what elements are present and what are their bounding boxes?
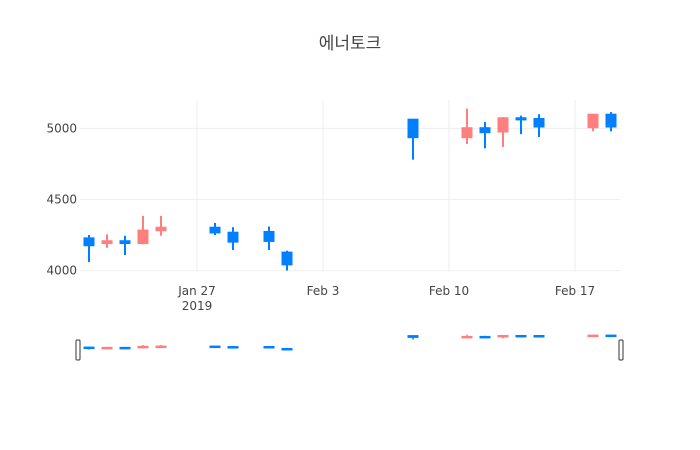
candle [101, 234, 113, 248]
candle-body [533, 335, 545, 338]
candle [605, 334, 617, 338]
x-tick-sublabel: 2019 [182, 299, 213, 313]
candle [209, 345, 221, 349]
candle [137, 344, 149, 349]
candle-body [281, 347, 293, 351]
candle-body [407, 335, 419, 338]
candle-body [479, 127, 491, 134]
candle-body [533, 117, 545, 128]
candle-body [119, 346, 131, 350]
candle [263, 226, 275, 250]
candle-body [83, 346, 95, 350]
main-plot-candles [83, 108, 617, 271]
rangeslider-left-handle[interactable] [75, 339, 81, 361]
candle-body [137, 229, 149, 245]
candle-body [137, 345, 149, 349]
candle-body [407, 118, 419, 139]
candle [227, 227, 239, 250]
candle-body [263, 230, 275, 242]
candle [119, 346, 131, 350]
main-plot-grid [80, 100, 620, 272]
rangeslider-candles [83, 334, 617, 351]
candle [497, 334, 509, 339]
candle-body [209, 345, 221, 349]
candle-body [83, 237, 95, 247]
candle-body [461, 127, 473, 139]
rangeslider[interactable] [75, 334, 624, 361]
candle [281, 347, 293, 351]
candle [119, 235, 131, 255]
candle [83, 235, 95, 263]
candle [461, 108, 473, 145]
candle-body [515, 117, 527, 121]
candle-body [227, 231, 239, 243]
candle [479, 122, 491, 149]
candle-body [119, 240, 131, 245]
candle-body [605, 334, 617, 338]
candle-body [155, 226, 167, 232]
candle [209, 222, 221, 236]
rangeslider-right-handle[interactable] [618, 339, 624, 361]
y-tick-label: 5000 [46, 121, 77, 135]
candle-body [227, 346, 239, 349]
candle [479, 335, 491, 339]
candle [515, 115, 527, 135]
candle-body [587, 334, 599, 338]
candle [101, 346, 113, 350]
candle-body [101, 240, 113, 245]
candle-body [461, 335, 473, 339]
candle-body [497, 334, 509, 338]
candle [605, 112, 617, 132]
candle [263, 345, 275, 349]
candle-body [497, 117, 509, 133]
x-tick-label: Feb 10 [429, 284, 469, 298]
candle-body [263, 345, 275, 349]
candle [137, 215, 149, 245]
x-tick-label: Feb 17 [555, 284, 595, 298]
candle-body [515, 334, 527, 338]
y-tick-label: 4500 [46, 193, 77, 207]
candle [155, 344, 167, 349]
candle-body [209, 226, 221, 234]
candle [587, 113, 599, 132]
candle-body [101, 346, 113, 350]
candle-body [587, 113, 599, 129]
x-tick-label: Feb 3 [307, 284, 340, 298]
candle [281, 250, 293, 271]
x-tick-label: Jan 27 [177, 284, 216, 298]
candle [461, 334, 473, 339]
candle-body [155, 345, 167, 349]
y-tick-label: 4000 [46, 264, 77, 278]
candle [533, 335, 545, 338]
y-axis: 4000 4500 5000 [46, 121, 77, 277]
candle [83, 346, 95, 350]
candle-body [479, 335, 491, 339]
candle [227, 346, 239, 349]
candle [407, 118, 419, 160]
candle-body [605, 113, 617, 128]
candle [533, 114, 545, 137]
candle [587, 334, 599, 338]
candle-body [281, 251, 293, 266]
candle [497, 117, 509, 147]
candle [155, 215, 167, 236]
candle [407, 335, 419, 340]
candle [515, 334, 527, 338]
chart-title: 에너토크 [319, 34, 382, 54]
